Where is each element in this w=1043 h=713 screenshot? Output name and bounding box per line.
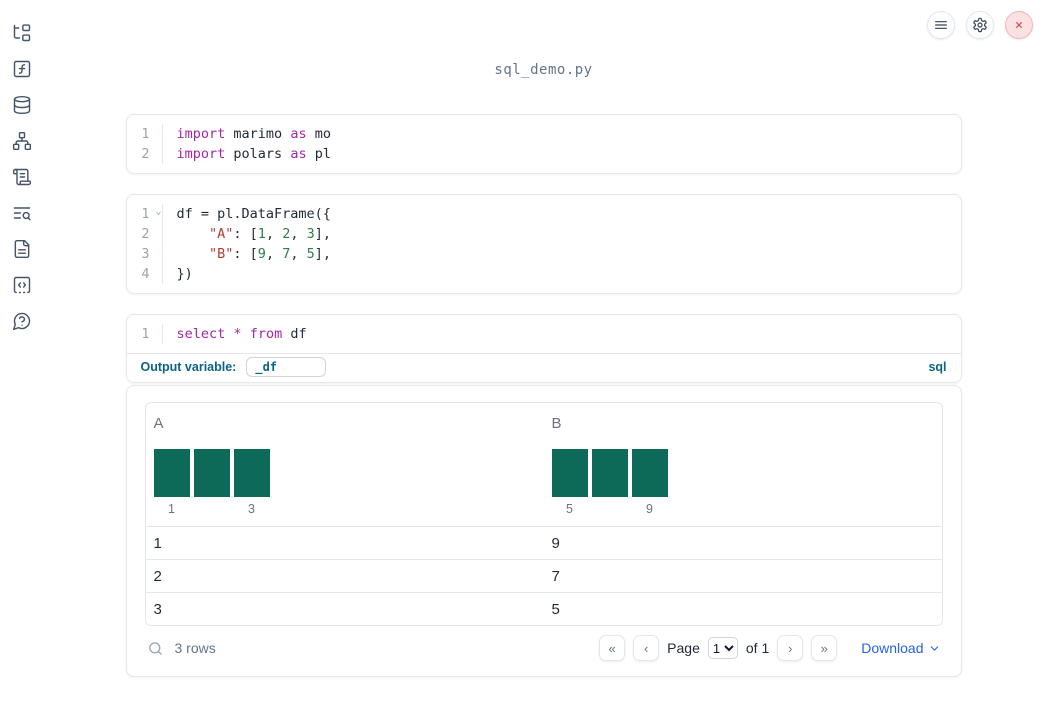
first-page-button[interactable]: «: [599, 635, 626, 661]
row-count: 3 rows: [174, 640, 216, 656]
histogram-max-label: 9: [646, 502, 653, 516]
histogram-bar: [233, 449, 270, 497]
topbar: [927, 11, 1033, 39]
cell-value: 3: [153, 600, 162, 618]
logs-scroll-icon[interactable]: [12, 167, 32, 187]
line-number: 2: [127, 144, 163, 164]
cell-value: 2: [153, 567, 162, 585]
code-line[interactable]: 1 ⌄ df = pl.DataFrame({: [127, 204, 961, 224]
table-row[interactable]: 1 9: [145, 526, 942, 559]
chevrons-left-icon: «: [608, 640, 616, 656]
line-number: 1: [127, 124, 163, 144]
menu-icon: [935, 21, 947, 29]
code-text[interactable]: "B": [9, 7, 5],: [209, 246, 332, 262]
snippets-code-icon[interactable]: [12, 275, 32, 295]
line-number: 3: [127, 244, 163, 264]
histogram-bar: [193, 449, 230, 497]
dependency-graph-icon[interactable]: [12, 131, 32, 151]
datasources-database-icon[interactable]: [12, 95, 32, 115]
histogram-bar: [591, 449, 628, 497]
chevron-down-icon: [930, 645, 938, 651]
page-of-label: of 1: [745, 640, 770, 656]
code-line[interactable]: 1 select * from df: [127, 324, 961, 344]
dataframe-table: A 1 3: [144, 402, 943, 626]
line-number: 4: [127, 264, 163, 284]
download-label: Download: [861, 640, 924, 656]
code-line[interactable]: 2 "A": [1, 2, 3],: [127, 224, 961, 244]
histogram-bar: [551, 449, 588, 497]
cell-value: 7: [551, 567, 560, 585]
tracing-search-icon[interactable]: [12, 203, 32, 223]
settings-gear-icon: [973, 17, 987, 33]
line-number: 1 ⌄: [127, 204, 163, 224]
settings-button[interactable]: [966, 11, 994, 39]
column-header-a[interactable]: A 1 3: [146, 415, 544, 518]
sql-output-card: A 1 3: [125, 385, 962, 677]
code-text[interactable]: import marimo as mo: [176, 126, 331, 142]
chevrons-right-icon: »: [820, 640, 828, 656]
code-text[interactable]: "A": [1, 2, 3],: [209, 226, 332, 242]
histogram-bar: [153, 449, 190, 497]
column-a-histogram: 1 3: [153, 449, 544, 518]
last-page-button[interactable]: »: [811, 635, 838, 661]
cell-value: 9: [551, 534, 560, 552]
code-cell-dataframe[interactable]: 1 ⌄ df = pl.DataFrame({2 "A": [1, 2, 3], 3 …: [125, 194, 962, 294]
cell-value: 5: [551, 600, 560, 618]
next-page-button[interactable]: ›: [777, 635, 804, 661]
table-row[interactable]: 3 5: [145, 592, 942, 625]
file-explorer-tree-icon[interactable]: [12, 23, 32, 43]
histogram-min-label: 5: [566, 502, 573, 516]
histogram-min-label: 1: [168, 502, 175, 516]
documentation-file-icon[interactable]: [12, 239, 32, 259]
prev-page-button[interactable]: ‹: [633, 635, 660, 661]
output-variable-label: Output variable:: [140, 360, 237, 374]
code-cell-imports[interactable]: 1 import marimo as mo 2 import polars as pl: [125, 114, 962, 174]
code-line[interactable]: 2 import polars as pl: [127, 144, 961, 164]
page-select[interactable]: 1: [707, 637, 738, 659]
column-name: A: [153, 415, 164, 432]
chevron-right-icon: ›: [788, 640, 793, 656]
code-line[interactable]: 3 "B": [9, 7, 5],: [127, 244, 961, 264]
sidebar: [0, 0, 44, 713]
fold-chevron-icon[interactable]: ⌄: [155, 206, 162, 217]
code-text[interactable]: df = pl.DataFrame({: [176, 206, 331, 222]
code-line[interactable]: 1 import marimo as mo: [127, 124, 961, 144]
cell-value: 1: [153, 534, 162, 552]
language-badge: sql: [928, 360, 947, 374]
output-variable-input[interactable]: [246, 357, 327, 377]
line-number: 2: [127, 224, 163, 244]
notebook-filename: sql_demo.py: [494, 62, 593, 78]
shutdown-button[interactable]: [1005, 11, 1033, 39]
code-text[interactable]: import polars as pl: [176, 146, 331, 162]
page-label: Page: [667, 640, 700, 656]
column-header-b[interactable]: B 5 9: [544, 415, 942, 518]
line-number: 1: [127, 324, 163, 344]
histogram-bar: [631, 449, 668, 497]
close-icon: [1016, 22, 1022, 28]
chevron-left-icon: ‹: [644, 640, 649, 656]
table-header-row: A 1 3: [146, 403, 942, 526]
variables-function-icon[interactable]: [12, 59, 32, 79]
menu-button[interactable]: [927, 11, 955, 39]
pagination: « ‹ Page 1 of 1 › » Download: [599, 635, 940, 661]
code-text[interactable]: }): [176, 266, 193, 282]
table-row[interactable]: 2 7: [145, 559, 942, 592]
histogram-max-label: 3: [248, 502, 255, 516]
column-b-histogram: 5 9: [551, 449, 942, 518]
sql-cell[interactable]: 1 select * from df Output variable: sql: [125, 314, 962, 383]
code-text[interactable]: select * from df: [176, 326, 307, 342]
download-button[interactable]: Download: [861, 640, 940, 656]
sql-cell-footer: Output variable: sql: [126, 353, 961, 382]
search-icon[interactable]: [147, 640, 164, 657]
help-chat-icon[interactable]: [12, 311, 32, 331]
code-line[interactable]: 4}): [127, 264, 961, 284]
notebook-main: sql_demo.py 1 import marimo as mo 2 import …: [44, 0, 1043, 713]
column-name: B: [551, 415, 562, 432]
table-footer: 3 rows « ‹ Page 1 of 1 › » Download: [145, 626, 943, 670]
